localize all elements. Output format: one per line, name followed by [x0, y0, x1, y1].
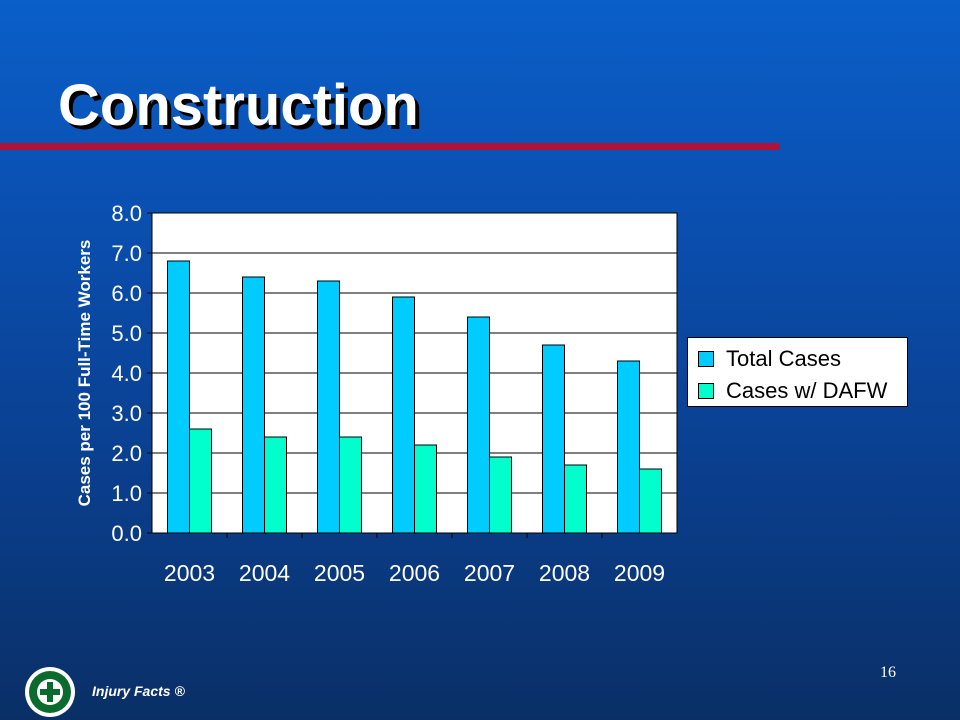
- bar-cases-dafw: [189, 428, 212, 534]
- y-tick-label: 6.0: [111, 281, 142, 306]
- bar-total-cases: [317, 280, 340, 534]
- x-tick-label: 2007: [464, 560, 515, 586]
- footer-label: Injury Facts ®: [92, 683, 185, 699]
- legend-swatch-total-cases: [698, 351, 714, 367]
- y-tick-label: 7.0: [111, 241, 142, 266]
- bar-cases-dafw: [264, 436, 287, 534]
- bar-total-cases: [242, 276, 265, 534]
- bar-total-cases: [617, 360, 640, 534]
- y-tick-label: 4.0: [111, 361, 142, 386]
- x-tick-label: 2004: [239, 560, 290, 586]
- legend-item-total-cases: Total Cases: [698, 346, 841, 372]
- chart-legend: Total Cases Cases w/ DAFW: [687, 337, 908, 407]
- y-tick-label: 0.0: [111, 521, 142, 546]
- legend-label-cases-dafw: Cases w/ DAFW: [726, 378, 888, 403]
- y-tick-label: 8.0: [111, 201, 142, 226]
- bar-total-cases: [167, 260, 190, 534]
- x-tick-label: 2005: [314, 560, 365, 586]
- bar-cases-dafw: [489, 456, 512, 534]
- y-axis-label: Cases per 100 Full-Time Workers: [75, 240, 94, 507]
- x-tick-label: 2009: [614, 560, 665, 586]
- bar-total-cases: [467, 316, 490, 534]
- bar-total-cases: [542, 344, 565, 534]
- slide-title: Construction: [58, 73, 419, 138]
- y-tick-label: 5.0: [111, 321, 142, 346]
- page-number: 16: [880, 664, 896, 681]
- y-axis-ticks: 0.0 1.0 2.0 3.0 4.0 5.0 6.0 7.0 8.0: [111, 201, 152, 546]
- bar-cases-dafw: [414, 444, 437, 534]
- bar-chart: 0.0 1.0 2.0 3.0 4.0 5.0 6.0 7.0 8.0 2003 2004 2005…: [75, 201, 678, 586]
- x-tick-label: 2003: [164, 560, 215, 586]
- x-axis-ticks: 2003 2004 2005 2006 2007 2008 2009: [164, 533, 665, 586]
- legend-label-total-cases: Total Cases: [726, 346, 841, 371]
- y-tick-label: 3.0: [111, 401, 142, 426]
- bars: [167, 260, 662, 534]
- x-tick-label: 2006: [389, 560, 440, 586]
- bar-cases-dafw: [639, 468, 662, 534]
- y-tick-label: 2.0: [111, 441, 142, 466]
- national-safety-council-seal-icon: [25, 667, 75, 717]
- legend-item-cases-dafw: Cases w/ DAFW: [698, 378, 887, 404]
- bar-cases-dafw: [564, 464, 587, 534]
- title-underline: [0, 143, 780, 150]
- bar-cases-dafw: [339, 436, 362, 534]
- x-tick-label: 2008: [539, 560, 590, 586]
- y-tick-label: 1.0: [111, 481, 142, 506]
- bar-total-cases: [392, 296, 415, 534]
- legend-swatch-cases-dafw: [698, 383, 714, 399]
